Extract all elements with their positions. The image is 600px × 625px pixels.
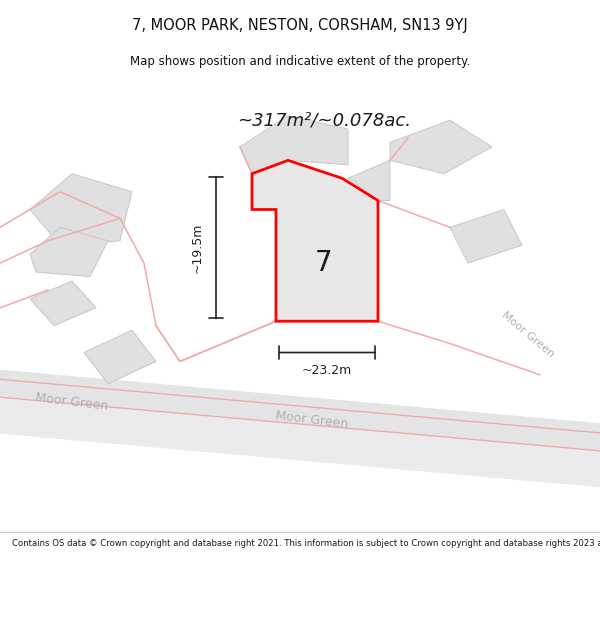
Text: ~23.2m: ~23.2m <box>302 364 352 377</box>
Polygon shape <box>30 281 96 326</box>
Text: Contains OS data © Crown copyright and database right 2021. This information is : Contains OS data © Crown copyright and d… <box>12 539 600 548</box>
Polygon shape <box>390 120 492 174</box>
Text: Moor Green: Moor Green <box>275 409 349 431</box>
Polygon shape <box>252 161 378 321</box>
Text: 7: 7 <box>315 249 333 277</box>
Text: ~19.5m: ~19.5m <box>191 222 204 272</box>
Polygon shape <box>450 209 522 263</box>
Text: Moor Green: Moor Green <box>500 310 556 359</box>
Polygon shape <box>30 174 132 245</box>
Polygon shape <box>30 228 108 276</box>
Polygon shape <box>84 330 156 384</box>
Text: 7, MOOR PARK, NESTON, CORSHAM, SN13 9YJ: 7, MOOR PARK, NESTON, CORSHAM, SN13 9YJ <box>132 18 468 33</box>
Polygon shape <box>240 116 348 174</box>
Text: Moor Green: Moor Green <box>35 391 109 412</box>
Text: ~317m²/~0.078ac.: ~317m²/~0.078ac. <box>237 111 411 129</box>
Polygon shape <box>348 161 390 201</box>
Text: Map shows position and indicative extent of the property.: Map shows position and indicative extent… <box>130 55 470 68</box>
